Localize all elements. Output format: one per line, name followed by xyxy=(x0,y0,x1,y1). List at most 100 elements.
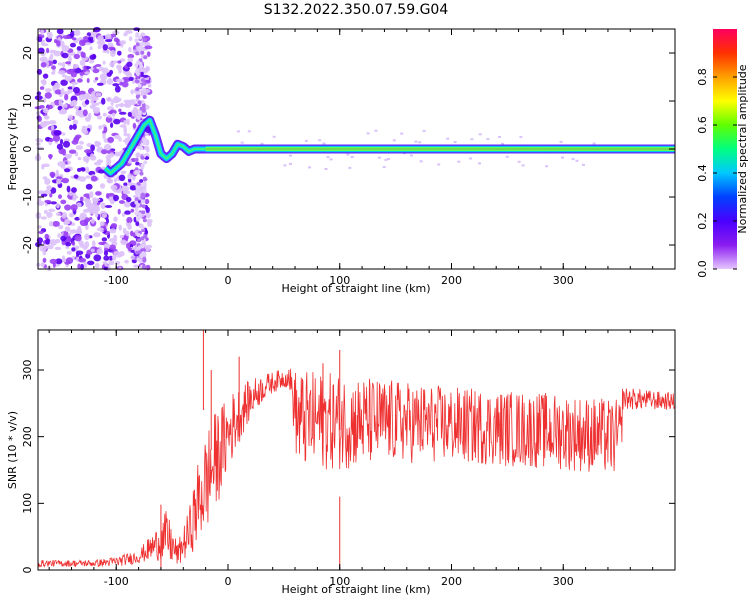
spectrogram-noise-cell xyxy=(88,58,95,64)
spectrogram-noise-cell xyxy=(469,157,473,160)
spectrogram-noise-cell xyxy=(142,189,147,193)
spectrogram-noise-cell xyxy=(93,79,97,83)
spectrogram-noise-cell xyxy=(113,118,121,125)
spectrogram-noise-cell xyxy=(90,153,95,160)
x-tick-label: -100 xyxy=(104,274,129,287)
spectrogram-noise-cell xyxy=(49,49,57,54)
spectrogram-noise-cell xyxy=(101,149,108,155)
spectrogram-noise-cell xyxy=(142,252,147,257)
spectrogram-noise-cell xyxy=(118,174,126,182)
spectrogram-noise-cell xyxy=(133,264,140,268)
spectrogram-noise-cell xyxy=(38,196,42,202)
spectrogram-noise-cell xyxy=(318,139,322,142)
spectrogram-noise-cell xyxy=(470,138,474,141)
spectrogram-noise-cell xyxy=(74,235,82,242)
spectrogram-noise-cell xyxy=(134,79,139,84)
spectrogram-noise-cell xyxy=(118,67,122,74)
spectrogram-noise-cell xyxy=(71,247,76,252)
spectrogram-noise-cell xyxy=(77,50,82,54)
spectrogram-noise-cell xyxy=(118,224,122,231)
spectrogram-noise-cell xyxy=(108,244,116,251)
x-tick-label: 300 xyxy=(553,575,574,588)
spectrogram-noise-cell xyxy=(118,111,127,115)
spectrogram-noise-cell xyxy=(46,211,53,218)
snr-panel: -100 0 100 200 300 0 100 200 300 Height of strai… xyxy=(6,329,676,596)
spectrogram-noise-cell xyxy=(559,140,563,143)
spectrogram-noise-cell xyxy=(90,218,95,224)
spectrogram-noise-cell xyxy=(127,173,132,180)
spectrogram-noise-cell xyxy=(77,263,81,270)
spectrogram-noise-cell xyxy=(97,35,104,43)
spectrogram-noise-cell xyxy=(99,221,105,227)
spectrogram-noise-cell xyxy=(136,181,141,186)
spectrogram-noise-cell xyxy=(146,51,151,57)
spectrogram-noise-cell xyxy=(52,134,61,142)
spectrogram-noise-cell xyxy=(60,40,65,48)
spectrogram-noise-cell xyxy=(89,54,96,60)
spectrogram-noise-cell xyxy=(92,106,101,114)
spectrogram-noise-cell xyxy=(104,261,108,267)
spectrogram-noise-cell xyxy=(387,158,390,160)
spectrogram-noise-cell xyxy=(129,100,137,106)
spectrogram-noise-cell xyxy=(46,244,54,250)
spectrogram-noise-cell xyxy=(103,243,111,249)
spectrogram-noise-cell xyxy=(125,196,132,203)
y-tick-label: 0 xyxy=(21,146,34,153)
spectrogram-noise-cell xyxy=(103,126,108,133)
colorbar-tick-label: 0.8 xyxy=(696,68,709,86)
spectrogram-noise-cell xyxy=(44,92,52,99)
spectrogram-noise-cell xyxy=(106,178,114,184)
spectrogram-noise-cell xyxy=(126,118,130,126)
spectrogram-noise-cell xyxy=(84,71,90,75)
spectrogram-noise-cell xyxy=(93,232,101,238)
spectrogram-noise-cell xyxy=(117,50,122,56)
spectrogram-noise-cell xyxy=(80,168,86,172)
spectrogram-noise-cell xyxy=(54,89,62,95)
spectrogram-noise-cell xyxy=(93,65,97,69)
spectrogram-noise-cell xyxy=(50,201,57,205)
spectrogram-noise-cell xyxy=(56,202,60,209)
spectrogram-noise-cell xyxy=(92,208,101,212)
spectrogram-noise-cell xyxy=(70,204,78,211)
spectrogram-noise-cell xyxy=(272,135,276,138)
spectrogram-noise-cell xyxy=(46,47,50,54)
spectrogram-noise-cell xyxy=(120,170,127,175)
spectrogram-noise-cell xyxy=(90,175,98,182)
spectrogram-noise-cell xyxy=(48,208,56,212)
spectrogram-noise-cell xyxy=(36,91,42,96)
spectrogram-noise-cell xyxy=(56,40,61,47)
spectrogram-noise-cell xyxy=(89,191,94,199)
spectrogram-noise-cell xyxy=(93,254,102,262)
spectrogram-noise-cell xyxy=(140,163,145,168)
spectrogram-noise-cell xyxy=(414,140,418,143)
spectrogram-noise-cell xyxy=(78,90,86,95)
spectrogram-noise-cell xyxy=(55,169,59,176)
spectrogram-noise-cell xyxy=(43,120,51,126)
spectrogram-noise-cell xyxy=(130,89,134,95)
spectrogram-noise-cell xyxy=(139,254,144,259)
spectrogram-noise-cell xyxy=(103,255,110,261)
spectrogram-noise-cell xyxy=(60,87,65,95)
spectrogram-noise-cell xyxy=(126,216,133,224)
spectrogram-noise-cell xyxy=(486,138,490,141)
spectrogram-noise-cell xyxy=(110,200,115,205)
spectrogram-noise-cell xyxy=(138,61,143,66)
spectrogram-noise-cell xyxy=(114,85,121,93)
spectrogram-noise-cell xyxy=(84,149,92,154)
spectrogram-noise-cell xyxy=(134,197,139,202)
spectrogram-noise-cell xyxy=(123,99,131,104)
spectrogram-noise-cell xyxy=(140,225,145,230)
spectrogram-noise-cell xyxy=(79,196,84,202)
spectrogram-noise-cell xyxy=(72,197,77,201)
spectrogram-noise-cell xyxy=(140,236,145,241)
spectrogram-noise-cell xyxy=(114,151,119,157)
spectrogram-noise-cell xyxy=(505,155,509,158)
spectrogram-noise-cell xyxy=(125,230,130,237)
y-tick-label: 10 xyxy=(21,94,34,108)
spectrogram-noise-cell xyxy=(501,142,504,145)
spectrogram-noise-cell xyxy=(74,136,80,141)
spectrogram-noise-cell xyxy=(105,39,113,43)
spectrogram-noise-cell xyxy=(110,184,118,191)
spectrogram-noise-cell xyxy=(108,255,114,261)
spectrogram-noise-cell xyxy=(63,103,68,108)
